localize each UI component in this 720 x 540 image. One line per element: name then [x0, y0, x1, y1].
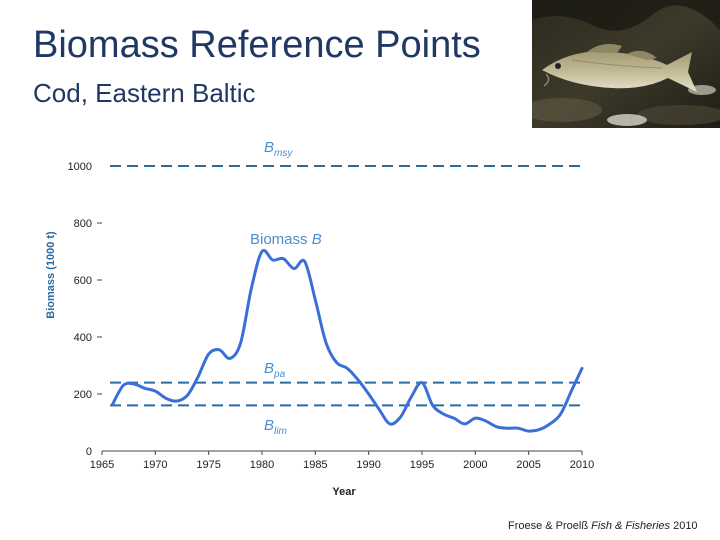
y-tick-label: 600 [74, 275, 92, 287]
y-tick-label: 1000 [68, 161, 92, 173]
x-tick-label: 2000 [463, 459, 487, 471]
blim-label: Blim [264, 417, 287, 437]
y-tick-label: 200 [74, 389, 92, 401]
y-tick-label: 400 [74, 332, 92, 344]
y-axis-title: Biomass (1000 t) [45, 231, 57, 319]
cod-photo [532, 0, 720, 128]
y-tick-label: 0 [86, 446, 92, 458]
x-tick-label: 1970 [143, 459, 167, 471]
x-axis-title: Year [332, 486, 356, 498]
biomass-b-label: Biomass B [250, 231, 322, 248]
biomass-series-line [111, 248, 584, 433]
source-authors: Froese & Proelß [508, 520, 589, 532]
x-tick-label: 1980 [250, 459, 274, 471]
source-year: 2010 [673, 520, 698, 532]
source-citation: Froese & Proelß Fish & Fisheries 2010 [508, 520, 698, 532]
y-tick-label: 800 [74, 218, 92, 230]
slide-title: Biomass Reference Points [33, 24, 481, 66]
source-journal: Fish & Fisheries [591, 520, 671, 532]
y-ticks: 0 200 400 600 800 1000 [68, 161, 102, 458]
x-tick-label: 1965 [90, 459, 114, 471]
x-tick-label: 1985 [303, 459, 327, 471]
chart-axes: 1965 1970 1975 1980 1985 1990 1995 2000 2005 2010… [68, 161, 595, 471]
bpa-label: Bpa [264, 360, 286, 380]
x-tick-label: 2010 [570, 459, 594, 471]
bmsy-label: Bmsy [264, 139, 293, 159]
x-tick-label: 1990 [356, 459, 380, 471]
x-tick-label: 1995 [410, 459, 434, 471]
reference-lines [110, 165, 582, 407]
x-ticks: 1965 1970 1975 1980 1985 1990 1995 2000 2005 2010 [90, 451, 594, 471]
x-tick-label: 2005 [516, 459, 540, 471]
x-tick-label: 1975 [196, 459, 220, 471]
slide-subtitle: Cod, Eastern Baltic [33, 78, 256, 108]
